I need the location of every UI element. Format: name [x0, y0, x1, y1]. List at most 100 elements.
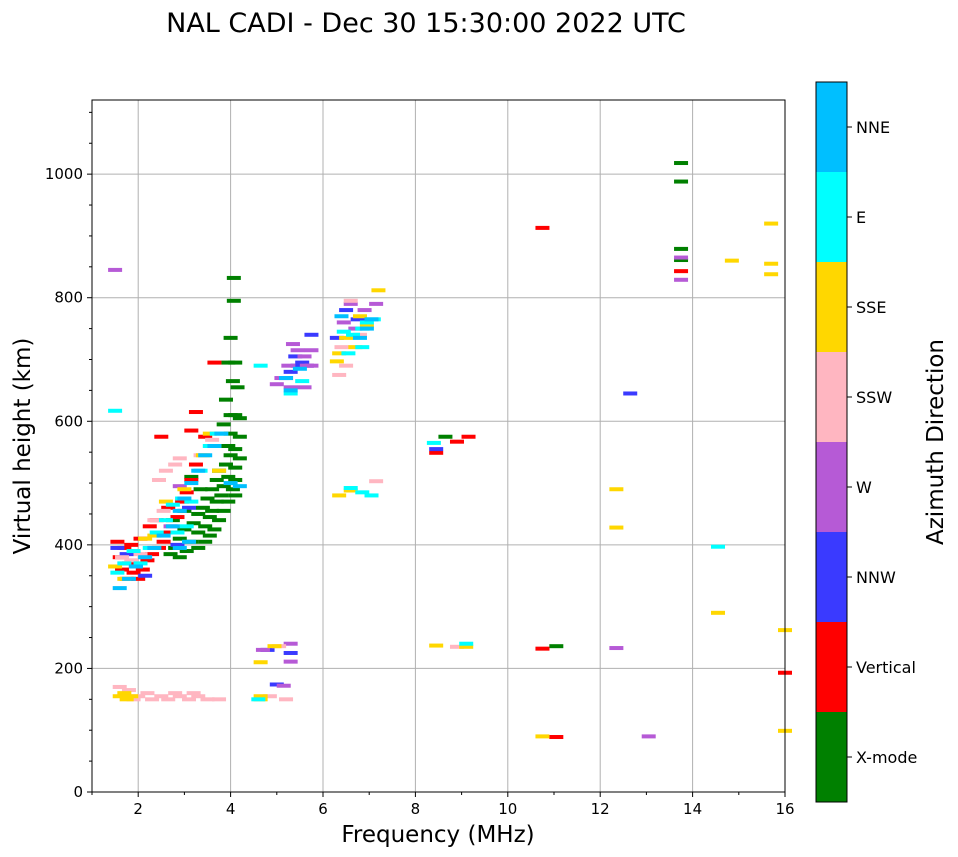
echo-mark — [147, 533, 162, 538]
echo-mark — [182, 697, 197, 702]
colorbar-tick-label: NNE — [856, 118, 890, 137]
echo-mark — [281, 363, 296, 368]
echo-mark — [221, 474, 236, 479]
echo-mark — [191, 694, 206, 699]
echo-mark — [336, 329, 351, 334]
echo-mark — [191, 545, 206, 550]
x-tick-label: 16 — [775, 800, 794, 818]
colorbar-segment — [816, 352, 847, 442]
echo-mark — [165, 502, 180, 507]
echo-mark — [641, 734, 656, 739]
echo-mark — [339, 363, 354, 368]
echo-mark — [212, 518, 227, 523]
colorbar-segment — [816, 82, 847, 172]
colorbar-segment — [816, 262, 847, 352]
echo-mark — [179, 524, 194, 529]
echo-mark — [253, 660, 268, 665]
echo-mark — [297, 354, 312, 359]
echo-mark — [168, 462, 183, 467]
echo-mark — [115, 567, 130, 572]
echo-mark — [198, 434, 213, 439]
echo-mark — [207, 444, 222, 448]
colorbar-segment — [816, 172, 847, 262]
echo-mark — [205, 487, 220, 492]
echo-mark — [200, 496, 215, 501]
echo-mark — [283, 659, 298, 664]
echo-mark — [359, 323, 374, 328]
echo-mark — [223, 431, 238, 436]
echo-mark — [369, 479, 384, 484]
y-tick-label: 0 — [73, 783, 83, 801]
echo-mark — [163, 552, 178, 557]
echo-mark — [232, 416, 247, 421]
echo-mark — [292, 366, 307, 371]
echo-mark — [135, 567, 150, 572]
x-axis: 2 4 6 8 10 12 14 16 — [91, 792, 795, 818]
echo-mark — [221, 499, 236, 504]
echo-mark — [223, 335, 238, 340]
echo-mark — [209, 477, 224, 482]
echo-mark — [339, 308, 354, 313]
echo-mark — [207, 360, 222, 365]
echo-mark — [140, 691, 155, 696]
x-tick-label: 10 — [498, 800, 517, 818]
echo-mark — [158, 468, 173, 473]
echo-mark — [117, 691, 132, 696]
echo-mark — [369, 301, 384, 306]
echo-mark — [343, 298, 358, 303]
x-axis-label: Frequency (MHz) — [341, 822, 534, 848]
echo-mark — [202, 533, 217, 538]
echo-mark — [182, 539, 197, 544]
echo-mark — [188, 410, 203, 415]
echo-mark — [145, 697, 160, 702]
echo-mark — [172, 508, 187, 513]
echo-mark — [165, 524, 180, 529]
echo-mark — [158, 499, 173, 504]
echo-mark — [124, 542, 139, 547]
echo-mark — [359, 320, 374, 325]
echo-mark — [142, 524, 157, 529]
echo-mark — [212, 697, 227, 702]
echo-mark — [202, 515, 217, 520]
echo-mark — [154, 694, 169, 699]
echo-mark — [131, 576, 146, 581]
echo-mark — [205, 508, 220, 513]
colorbar-segment — [816, 712, 847, 802]
echo-mark — [297, 385, 312, 390]
echo-mark — [151, 477, 166, 482]
echo-mark — [449, 439, 464, 444]
y-axis: 0 200 400 600 800 1000 — [45, 111, 92, 801]
echo-mark — [459, 644, 474, 649]
echo-mark — [172, 545, 187, 550]
echo-mark — [276, 683, 291, 688]
colorbar-tick-label: E — [856, 208, 866, 227]
echo-mark — [124, 558, 139, 563]
colorbar-label: Azimuth Direction — [923, 339, 949, 545]
echo-mark — [110, 545, 125, 550]
echo-mark — [334, 314, 349, 319]
colorbar-tick-label: W — [856, 478, 872, 497]
echo-mark — [193, 487, 208, 492]
echo-mark — [177, 527, 192, 532]
echo-mark — [128, 564, 143, 569]
echo-mark — [170, 515, 185, 520]
echo-mark — [304, 332, 319, 337]
echo-mark — [161, 505, 176, 510]
echo-mark — [133, 561, 148, 566]
echo-mark — [332, 493, 347, 498]
colorbar: X-mode Vertical NNW W SSW SSE E NNE — [816, 82, 917, 802]
echo-mark — [184, 474, 199, 479]
echo-mark — [124, 694, 139, 699]
echo-mark — [609, 646, 624, 651]
echo-mark — [285, 342, 300, 347]
echo-mark — [225, 487, 240, 492]
echo-mark — [674, 161, 689, 166]
echo-mark — [364, 317, 379, 322]
echo-mark — [288, 354, 303, 359]
echo-mark — [295, 360, 310, 365]
echo-mark — [186, 691, 201, 696]
x-tick-label: 14 — [683, 800, 702, 818]
echo-mark — [221, 444, 236, 448]
echo-mark — [355, 345, 370, 350]
echo-mark — [216, 508, 231, 513]
